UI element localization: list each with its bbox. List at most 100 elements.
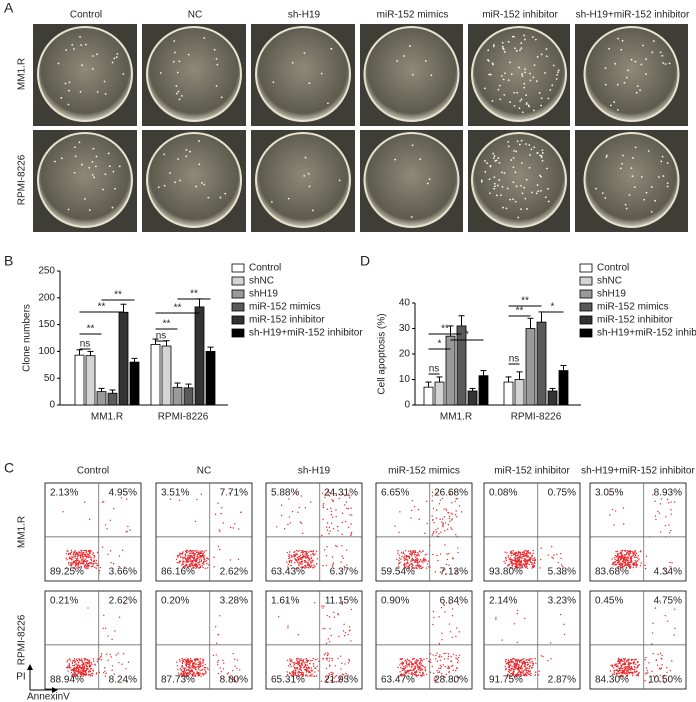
event-dot xyxy=(195,561,198,563)
colony-dot xyxy=(523,186,526,189)
event-dot xyxy=(419,661,422,663)
event-dot xyxy=(422,566,424,569)
event-dot xyxy=(424,532,426,535)
event-dot xyxy=(422,559,424,562)
event-dot xyxy=(73,658,76,660)
event-dot xyxy=(633,665,636,668)
event-dot xyxy=(79,670,82,672)
event-dot xyxy=(429,661,432,663)
event-dot xyxy=(411,566,413,568)
colony-dot xyxy=(517,216,520,219)
event-dot xyxy=(646,670,649,672)
event-dot xyxy=(183,668,186,671)
event-dot xyxy=(456,516,458,518)
event-dot xyxy=(306,668,309,670)
event-dot xyxy=(635,566,637,568)
event-dot xyxy=(336,525,339,528)
event-dot xyxy=(197,550,199,552)
flow-plot xyxy=(44,590,142,690)
event-dot xyxy=(90,562,93,564)
quadrant-value: 6.84% xyxy=(440,596,468,607)
event-dot xyxy=(424,558,427,561)
event-dot xyxy=(431,665,434,667)
colony-dot xyxy=(668,62,671,65)
event-dot xyxy=(202,555,205,558)
event-dot xyxy=(73,551,75,553)
event-dot xyxy=(621,675,623,678)
event-dot xyxy=(405,549,407,552)
event-dot xyxy=(414,665,416,668)
event-dot xyxy=(98,570,101,572)
event-dot xyxy=(335,674,338,677)
event-dot xyxy=(94,664,96,666)
flow-plot xyxy=(375,590,473,690)
event-dot xyxy=(618,561,620,563)
event-dot xyxy=(324,652,327,654)
event-dot xyxy=(413,559,415,562)
event-dot xyxy=(435,517,438,519)
event-dot xyxy=(198,557,200,559)
event-dot xyxy=(213,556,215,558)
event-dot xyxy=(197,674,200,676)
quadrant-value: 86.16% xyxy=(161,567,195,578)
event-dot xyxy=(508,558,511,560)
event-dot xyxy=(65,557,67,559)
event-dot xyxy=(517,554,519,557)
event-dot xyxy=(512,562,514,565)
event-dot xyxy=(456,667,459,670)
colony-dot xyxy=(514,171,517,174)
colony-dot xyxy=(185,148,188,151)
event-dot xyxy=(227,672,230,674)
event-dot xyxy=(332,516,334,518)
event-dot xyxy=(637,664,640,666)
event-dot xyxy=(82,553,84,555)
event-dot xyxy=(88,661,90,663)
colony-dot xyxy=(544,72,546,74)
event-dot xyxy=(629,566,632,569)
bar xyxy=(205,350,216,406)
colony-dot xyxy=(60,157,63,160)
event-dot xyxy=(446,553,448,555)
event-dot xyxy=(74,564,77,566)
event-dot xyxy=(183,667,185,669)
event-dot xyxy=(94,562,96,564)
quadrant-value: 3.51% xyxy=(161,488,189,499)
event-dot xyxy=(336,545,338,548)
colony-dot xyxy=(115,56,118,58)
event-dot xyxy=(556,553,558,556)
colony-dot xyxy=(73,146,76,149)
event-dot xyxy=(350,533,352,535)
event-dot xyxy=(87,668,89,670)
event-dot xyxy=(399,671,401,673)
colony-dot xyxy=(623,81,626,84)
event-dot xyxy=(403,668,405,670)
event-dot xyxy=(518,566,520,569)
event-dot xyxy=(410,661,413,663)
event-dot xyxy=(630,665,633,668)
event-dot xyxy=(280,504,283,506)
event-dot xyxy=(196,551,198,554)
event-dot xyxy=(329,530,331,532)
event-dot xyxy=(237,558,240,560)
event-dot xyxy=(85,549,87,552)
sig-label: ** xyxy=(441,324,449,335)
event-dot xyxy=(182,561,185,563)
event-dot xyxy=(434,571,437,573)
event-dot xyxy=(74,555,77,557)
colony-dot xyxy=(510,159,513,161)
colony-dot xyxy=(95,155,98,158)
event-dot xyxy=(442,524,444,526)
event-dot xyxy=(414,674,417,676)
colony-dot xyxy=(504,72,506,75)
event-dot xyxy=(188,669,191,671)
event-dot xyxy=(304,567,306,569)
event-dot xyxy=(547,554,549,556)
colony-dot xyxy=(519,49,521,51)
colony-dot xyxy=(494,160,497,162)
event-dot xyxy=(510,550,513,552)
event-dot xyxy=(199,664,201,667)
event-dot xyxy=(425,500,428,503)
event-dot xyxy=(80,658,83,660)
event-dot xyxy=(523,617,526,620)
event-dot xyxy=(326,614,328,617)
